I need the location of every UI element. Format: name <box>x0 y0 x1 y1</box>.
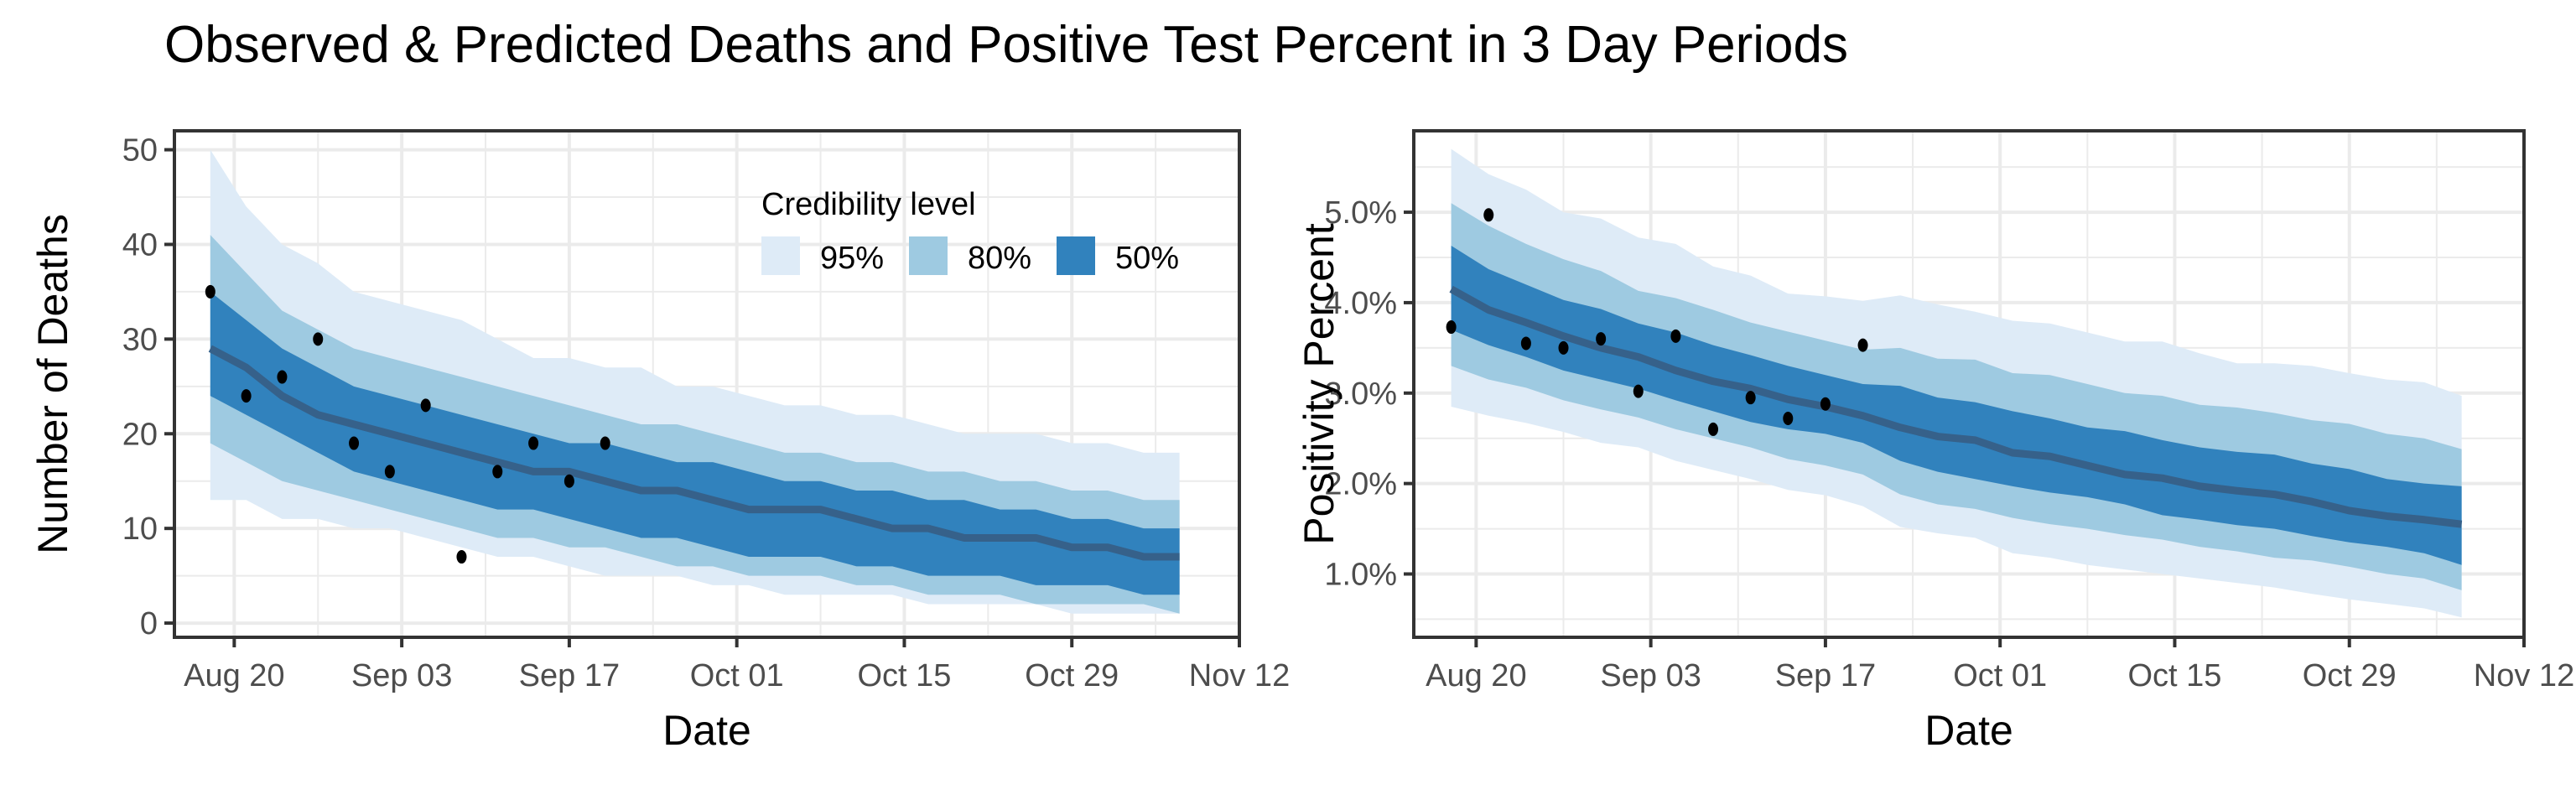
observed-point <box>1670 329 1681 343</box>
x-tick-label: Aug 20 <box>1426 658 1526 693</box>
y-axis-title: Positivity Percent <box>1296 223 1343 545</box>
x-axis-title: Date <box>662 707 751 754</box>
x-tick-label: Sep 03 <box>1600 658 1701 693</box>
observed-point <box>205 284 216 299</box>
observed-point <box>420 398 431 413</box>
x-tick-label: Nov 12 <box>2474 658 2574 693</box>
y-tick-label: 30 <box>122 322 158 357</box>
observed-point <box>1520 336 1531 351</box>
legend-swatch-80 <box>909 236 948 275</box>
y-tick-label: 2.0% <box>1324 467 1397 502</box>
observed-point <box>1483 208 1494 222</box>
y-tick-label: 50 <box>122 133 158 169</box>
observed-point <box>313 332 324 346</box>
observed-point <box>1857 338 1868 352</box>
observed-point <box>241 389 252 403</box>
positivity-panel: 1.0% 2.0% 3.0% 4.0% 5.0% Aug 20 Sep 03 Sep 17 Oc… <box>1296 129 2574 754</box>
observed-point <box>492 465 503 479</box>
y-tick-label: 40 <box>122 227 158 262</box>
x-tick-label: Sep 17 <box>1775 658 1876 693</box>
x-tick-label: Sep 03 <box>351 658 452 693</box>
x-tick-label: Oct 29 <box>1025 658 1119 693</box>
observed-point <box>564 474 574 488</box>
observed-point <box>528 436 539 450</box>
x-tick-label: Oct 01 <box>690 658 784 693</box>
legend-label-80: 80% <box>968 241 1031 276</box>
observed-point <box>277 370 288 384</box>
observed-point <box>1596 332 1607 346</box>
y-tick-label: 4.0% <box>1324 286 1397 321</box>
y-axis-title: Number of Deaths <box>29 214 76 554</box>
observed-point <box>1820 397 1831 411</box>
observed-point <box>456 550 467 564</box>
observed-point <box>600 436 610 450</box>
panel-border <box>1412 129 2526 639</box>
x-axis-title: Date <box>1924 707 2013 754</box>
chart-title: Observed & Predicted Deaths and Positive… <box>164 16 1849 74</box>
observed-point <box>384 465 395 479</box>
legend-label-95: 95% <box>820 241 884 276</box>
median-line <box>208 345 1180 561</box>
credibility-legend: Credibility level 95% 80% 50% <box>761 187 1179 276</box>
legend-label-50: 50% <box>1115 241 1179 276</box>
observed-point <box>349 436 360 450</box>
deaths-panel: 0 10 20 30 40 50 Aug 20 Sep 03 Sep 17 Oct 01 Oct 1… <box>29 129 1290 754</box>
y-tick-label: 10 <box>122 512 158 547</box>
x-tick-label: Nov 12 <box>1189 658 1290 693</box>
x-tick-label: Aug 20 <box>184 658 284 693</box>
x-tick-label: Oct 15 <box>2127 658 2221 693</box>
y-tick-label: 5.0% <box>1324 195 1397 231</box>
median-line <box>1449 285 2463 528</box>
observed-point <box>1745 391 1756 405</box>
y-tick-label: 20 <box>122 417 158 452</box>
observed-point <box>1783 411 1794 425</box>
credible-band-50 <box>210 291 1180 595</box>
panel-border <box>173 129 1241 639</box>
x-tick-label: Oct 29 <box>2303 658 2397 693</box>
legend-swatch-95 <box>761 236 800 275</box>
observed-point <box>1633 384 1644 398</box>
y-tick-label: 3.0% <box>1324 377 1397 412</box>
observed-point <box>1558 340 1569 355</box>
x-tick-label: Oct 15 <box>857 658 951 693</box>
x-tick-label: Sep 17 <box>519 658 620 693</box>
legend-title: Credibility level <box>761 187 976 222</box>
x-tick-label: Oct 01 <box>1953 658 2047 693</box>
observed-point <box>1708 422 1719 436</box>
y-tick-label: 1.0% <box>1324 558 1397 593</box>
observed-point <box>1446 320 1457 335</box>
legend-swatch-50 <box>1057 236 1095 275</box>
y-tick-label: 0 <box>140 606 158 641</box>
